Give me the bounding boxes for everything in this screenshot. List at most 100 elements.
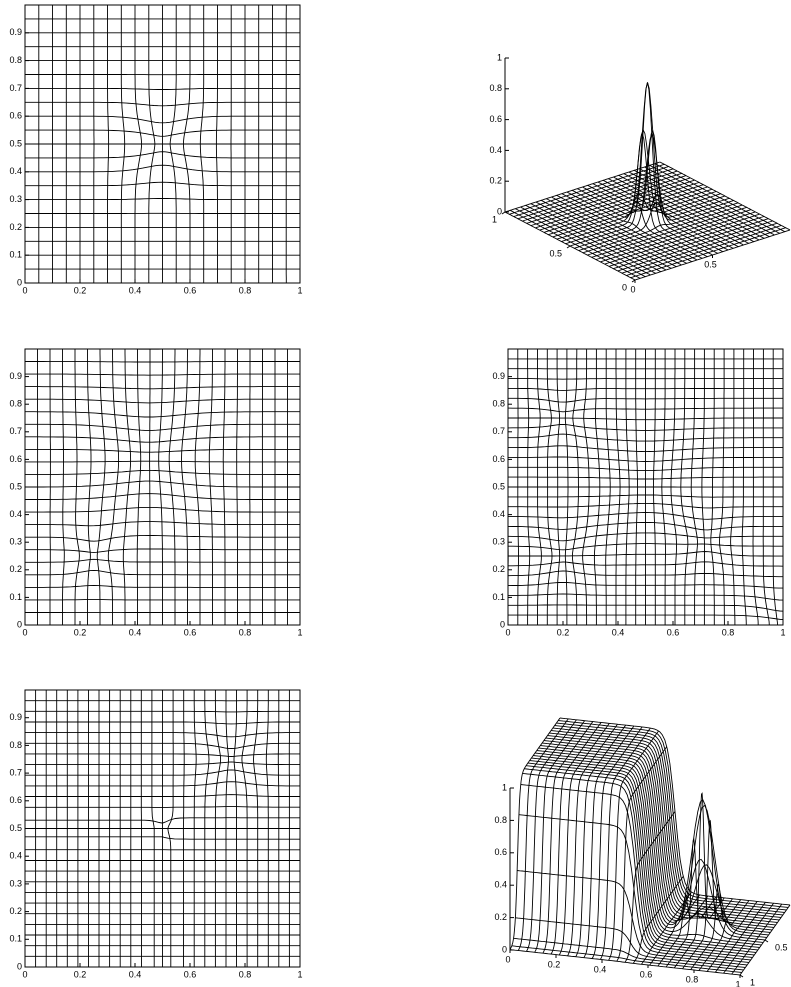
z-tick-label: 0.2 xyxy=(489,176,502,186)
z-tick-label: 0.2 xyxy=(494,912,507,922)
x-tick-label: 0 xyxy=(22,285,27,295)
y-tick-label: 0.7 xyxy=(492,426,505,436)
mesh-line xyxy=(25,362,300,363)
x-tick-label: 1 xyxy=(735,979,740,987)
mesh-line xyxy=(25,412,300,417)
y-tick-label: 0 xyxy=(622,282,627,292)
x-tick-label: 0.2 xyxy=(74,969,87,979)
x-tick-label: 0.2 xyxy=(74,627,87,637)
y-tick-label: 0 xyxy=(500,619,505,629)
mesh-line xyxy=(137,349,141,625)
y-tick-label: 0.3 xyxy=(9,537,22,547)
mesh-line xyxy=(195,349,200,625)
y-tick-label: 0.8 xyxy=(492,399,505,409)
mesh-line xyxy=(209,349,212,625)
y-tick-label: 1 xyxy=(492,214,497,224)
y-tick-label: 0.8 xyxy=(9,740,22,750)
mesh-line xyxy=(108,349,118,625)
x-tick-label: 0.6 xyxy=(667,627,680,637)
y-tick-label: 0.5 xyxy=(9,138,22,148)
z-tick-label: 0 xyxy=(502,944,507,954)
y-tick-label: 0.2 xyxy=(492,564,505,574)
z-tick-label: 0.4 xyxy=(494,880,507,890)
y-tick-label: 0.1 xyxy=(9,250,22,260)
y-tick-label: 0.4 xyxy=(9,166,22,176)
x-tick-label: 0.8 xyxy=(239,627,252,637)
x-tick-label: 1 xyxy=(297,969,302,979)
x-tick-label: 0.4 xyxy=(129,969,142,979)
mesh-line xyxy=(25,470,300,474)
mesh-line xyxy=(508,379,783,380)
x-tick-label: 0.6 xyxy=(184,627,197,637)
mesh-line xyxy=(88,349,92,625)
y-tick-label: 0.5 xyxy=(549,248,562,258)
z-tick-label: 1 xyxy=(497,52,502,62)
x-tick-label: 0.6 xyxy=(640,969,653,979)
y-tick-label: 0.7 xyxy=(9,767,22,777)
y-tick-label: 0.3 xyxy=(9,194,22,204)
y-tick-label: 0.9 xyxy=(492,371,505,381)
y-tick-label: 0.3 xyxy=(492,537,505,547)
mesh-line xyxy=(75,349,79,625)
mesh-line xyxy=(25,507,300,512)
y-tick-label: 0.2 xyxy=(9,222,22,232)
y-tick-label: 0.2 xyxy=(9,906,22,916)
y-tick-label: 0.6 xyxy=(492,454,505,464)
mesh-line xyxy=(278,690,279,967)
mesh-line xyxy=(25,449,300,452)
x-tick-label: 0.4 xyxy=(129,285,142,295)
y-tick xyxy=(567,246,570,248)
y-tick-label: 0.6 xyxy=(9,111,22,121)
z-tick-label: 0.8 xyxy=(489,83,502,93)
z-tick-label: 0 xyxy=(497,206,502,216)
x-tick-label: 1 xyxy=(780,627,785,637)
x-tick-label: 0 xyxy=(505,954,510,964)
mesh-line xyxy=(25,461,300,462)
page: {"chart_data": [ {"type": "mesh", "xlim"… xyxy=(0,0,791,987)
x-tick-label: 0.4 xyxy=(594,964,607,974)
x-tick-label: 0 xyxy=(22,969,27,979)
y-tick-label: 0 xyxy=(17,619,22,629)
y-tick xyxy=(765,940,768,942)
y-tick-label: 0.4 xyxy=(492,509,505,519)
x-tick-label: 0.5 xyxy=(704,259,717,269)
y-tick-label: 0.4 xyxy=(9,509,22,519)
x-tick-label: 0.2 xyxy=(74,285,87,295)
x-tick-label: 0.8 xyxy=(239,285,252,295)
mesh-line xyxy=(25,522,300,526)
y-tick-label: 0.6 xyxy=(9,454,22,464)
figure: 00.20.40.60.8100.10.20.30.40.50.60.70.80… xyxy=(0,0,791,987)
y-tick-label: 0.3 xyxy=(9,878,22,888)
y-tick-label: 1 xyxy=(750,977,755,987)
y-tick-label: 0.6 xyxy=(9,795,22,805)
y-tick-label: 0.9 xyxy=(9,712,22,722)
y-tick-label: 0 xyxy=(17,277,22,287)
y-tick-label: 0.4 xyxy=(9,851,22,861)
y-tick-label: 0.2 xyxy=(9,564,22,574)
x-tick-label: 1 xyxy=(297,627,302,637)
y-tick-label: 0.9 xyxy=(9,27,22,37)
x-tick-label: 0 xyxy=(630,284,635,294)
y-tick-label: 0.7 xyxy=(9,426,22,436)
x-tick-label: 0 xyxy=(505,627,510,637)
x-tick-label: 0.8 xyxy=(239,969,252,979)
x-tick-label: 0.2 xyxy=(548,959,561,969)
x-tick-label: 0.8 xyxy=(686,974,699,984)
x-tick-label: 0.4 xyxy=(129,627,142,637)
y-tick-label: 0.5 xyxy=(9,823,22,833)
y-tick-label: 0.7 xyxy=(9,83,22,93)
mesh-line xyxy=(169,349,175,625)
z-tick-label: 0.8 xyxy=(494,815,507,825)
z-tick-label: 0.6 xyxy=(489,114,502,124)
mesh-line xyxy=(25,494,300,500)
mesh-line xyxy=(123,349,130,625)
y-tick-label: 0.1 xyxy=(492,592,505,602)
y-tick-label: 0 xyxy=(17,961,22,971)
x-tick-label: 0.4 xyxy=(612,627,625,637)
y-tick-label: 0.8 xyxy=(9,399,22,409)
y-tick-label: 0.8 xyxy=(9,55,22,65)
mesh-line xyxy=(25,424,300,430)
y-tick-label: 0.9 xyxy=(9,371,22,381)
y-tick-label: 0.1 xyxy=(9,592,22,602)
x-tick-label: 1 xyxy=(297,285,302,295)
